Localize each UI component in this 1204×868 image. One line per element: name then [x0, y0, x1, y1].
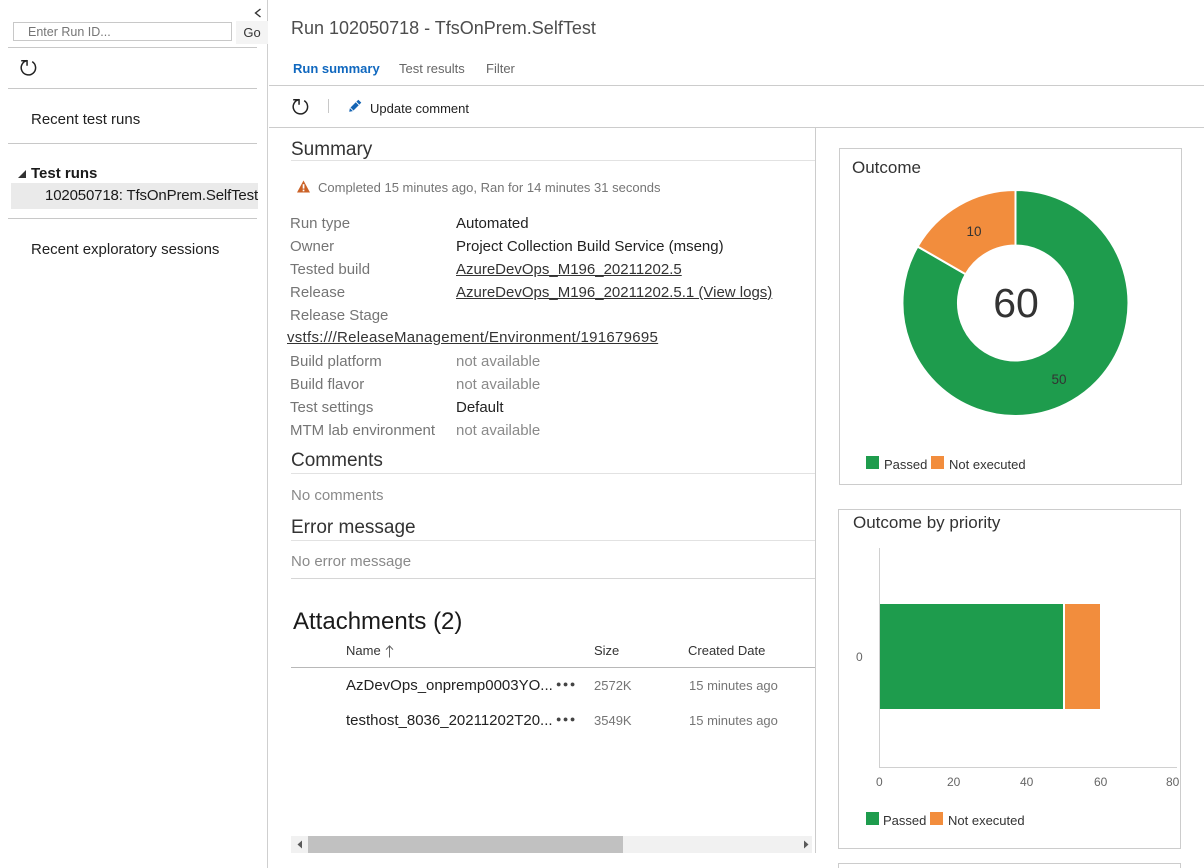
- svg-text:10: 10: [966, 224, 981, 239]
- svg-text:50: 50: [1051, 372, 1066, 387]
- svg-text:60: 60: [993, 280, 1039, 326]
